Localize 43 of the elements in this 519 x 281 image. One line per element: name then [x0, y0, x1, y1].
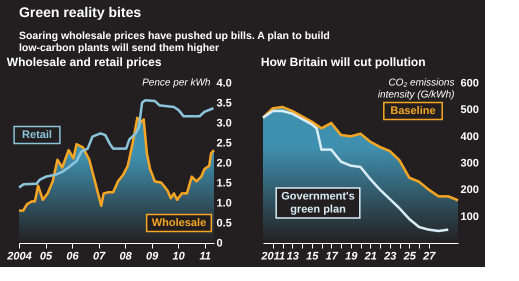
x-tick-label: 2011: [260, 250, 286, 262]
x-tick-label: 09: [146, 250, 160, 262]
x-tick-label: 13: [286, 250, 299, 262]
chart-title: Wholesale and retail prices: [6, 55, 162, 69]
text: Retail: [22, 129, 52, 141]
x-tick-label: 15: [306, 250, 320, 262]
x-tick-label: 19: [345, 250, 358, 262]
y-tick-label: 3.0: [216, 118, 232, 130]
y-tick-label: 100: [460, 210, 479, 223]
y-tick-label: 3.5: [216, 98, 232, 110]
y-tick-label: 300: [460, 158, 479, 170]
y-tick-label: 500: [460, 104, 479, 116]
x-tick-label: 06: [66, 250, 80, 262]
x-tick-label: 08: [119, 250, 133, 262]
text: Green reality bites: [19, 4, 142, 20]
y-tick-label: 2.0: [216, 158, 232, 170]
chart-title: How Britain will cut pollution: [260, 55, 426, 69]
x-tick-label: 11: [200, 250, 211, 262]
y-tick-label: 1.5: [216, 178, 232, 190]
x-tick-label: 25: [402, 250, 417, 262]
x-tick-label: 21: [364, 250, 377, 262]
x-tick-label: 10: [172, 250, 186, 262]
x-tick-label: 27: [422, 250, 436, 262]
y-tick-label: 2.5: [216, 138, 232, 150]
x-tick-label: 07: [92, 250, 106, 262]
x-tick-label: 05: [40, 250, 54, 262]
line-series: [18, 98, 215, 189]
y-tick-label: 400: [460, 130, 479, 143]
x-tick-label: 2004: [6, 250, 32, 262]
x-tick-label: 17: [326, 250, 339, 262]
y-tick-label: 0: [216, 238, 223, 250]
x-tick-label: 23: [383, 250, 396, 262]
y-tick-label: 0.5: [216, 218, 232, 230]
series-label: Wholesale: [152, 217, 206, 229]
text: Baseline: [390, 105, 436, 117]
y-tick-label: 1.0: [216, 198, 232, 210]
y-axis-title: CO₂ emissions intensity (G/kWh): [378, 78, 454, 100]
text: Soaring wholesale prices have pushed up bills. A plan to build low-carbon plants will send them higher: [19, 30, 330, 54]
y-axis-title: Pence per kWh: [142, 78, 211, 88]
y-tick-label: 4.0: [216, 78, 232, 90]
series-label: Government's green plan: [281, 190, 355, 216]
y-tick-label: 600: [460, 78, 479, 90]
y-tick-label: 200: [460, 184, 479, 196]
